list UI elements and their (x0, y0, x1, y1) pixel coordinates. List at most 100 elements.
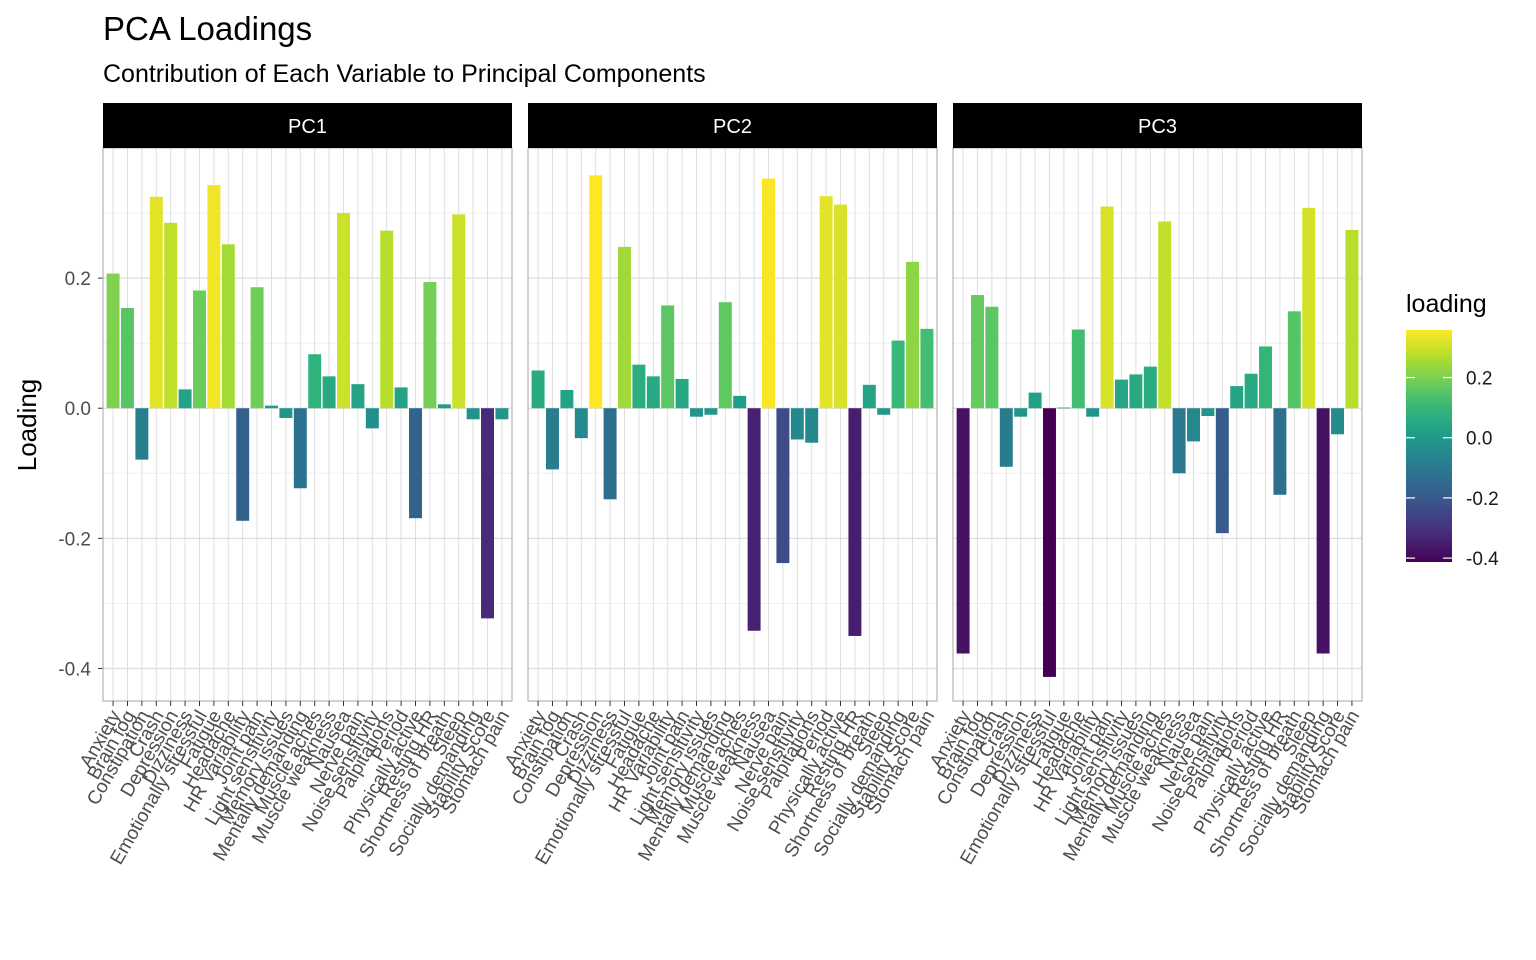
bar-pc2-18 (790, 408, 804, 440)
bar-pc2-22 (848, 408, 862, 636)
bar-pc1-18 (365, 408, 379, 429)
bar-pc3-24 (1302, 207, 1316, 409)
bar-pc3-10 (1100, 206, 1114, 409)
legend-tick-label: 0.0 (1466, 429, 1492, 450)
y-axis-tick-label: 0.0 (65, 399, 91, 420)
bar-pc2-9 (661, 305, 675, 409)
legend-colorbar (1406, 330, 1452, 562)
bar-pc1-22 (423, 282, 437, 409)
bar-pc3-6 (1043, 408, 1056, 677)
bar-pc3-3 (999, 408, 1013, 467)
bar-pc3-27 (1345, 229, 1359, 409)
legend: loading 0.2 0.0 -0.2 -0.4 (1406, 290, 1499, 570)
bar-pc1-26 (481, 408, 494, 619)
bar-pc2-1 (546, 408, 559, 470)
bar-pc3-17 (1201, 408, 1215, 417)
bar-pc2-14 (733, 395, 747, 409)
bar-pc2-27 (920, 328, 934, 409)
bar-pc2-19 (805, 408, 819, 443)
bar-pc3-8 (1071, 329, 1085, 409)
facet-strip-label: PC3 (1138, 116, 1177, 138)
bar-pc3-18 (1215, 408, 1229, 534)
bar-pc3-1 (971, 295, 984, 409)
bar-pc1-6 (193, 290, 206, 409)
bar-pc2-7 (632, 364, 646, 409)
bar-pc1-23 (437, 404, 451, 409)
bar-pc3-5 (1028, 392, 1042, 409)
facet-strip (103, 103, 512, 148)
bar-pc1-27 (495, 408, 509, 420)
bar-pc2-21 (834, 204, 847, 409)
bar-pc2-4 (589, 175, 603, 409)
bar-pc2-8 (646, 376, 660, 409)
bar-pc1-10 (250, 287, 264, 409)
bar-pc3-7 (1057, 407, 1071, 409)
bar-pc1-4 (164, 222, 178, 409)
bar-pc2-3 (574, 408, 588, 439)
bar-pc3-0 (956, 408, 970, 654)
bar-pc1-7 (207, 185, 221, 409)
bar-pc3-4 (1014, 408, 1028, 417)
bar-pc1-0 (106, 273, 120, 409)
bar-pc1-8 (221, 244, 235, 409)
bar-pc3-20 (1244, 373, 1258, 409)
bar-pc1-14 (308, 354, 322, 409)
bar-pc1-20 (394, 387, 408, 409)
bar-pc3-21 (1259, 346, 1272, 409)
bar-pc2-5 (603, 408, 617, 500)
bar-pc2-10 (675, 378, 689, 409)
bar-pc3-19 (1230, 386, 1244, 409)
bar-pc2-13 (718, 302, 732, 409)
bar-pc2-6 (618, 246, 631, 409)
bar-pc1-1 (121, 308, 134, 409)
facet-strip-label: PC1 (288, 116, 327, 138)
facet-strip (953, 103, 1362, 148)
panel-background (953, 148, 1362, 701)
bar-pc2-17 (776, 408, 790, 564)
bar-pc2-11 (690, 408, 703, 417)
bar-pc1-21 (409, 408, 422, 519)
bar-pc2-24 (877, 408, 891, 415)
legend-title: loading (1406, 290, 1487, 318)
legend-tick-label: -0.4 (1466, 549, 1499, 570)
bar-pc1-15 (322, 376, 336, 409)
bar-pc2-2 (560, 390, 574, 409)
bar-pc3-13 (1143, 366, 1157, 409)
y-axis-tick-label: -0.4 (58, 659, 91, 680)
bar-pc3-25 (1316, 408, 1330, 654)
bar-pc3-15 (1172, 408, 1186, 474)
bar-pc1-9 (236, 408, 250, 521)
facet-strip-label: PC2 (713, 116, 752, 138)
bar-pc1-25 (466, 408, 480, 420)
bar-pc2-12 (704, 408, 718, 415)
bar-pc2-16 (762, 178, 775, 409)
bar-pc2-25 (891, 340, 905, 409)
chart-subtitle: Contribution of Each Variable to Princip… (103, 60, 706, 88)
bar-pc1-5 (178, 389, 192, 409)
bar-pc3-11 (1115, 379, 1128, 409)
facet-strip (528, 103, 937, 148)
bar-pc1-19 (380, 230, 394, 409)
bar-pc2-15 (747, 408, 761, 631)
bar-pc3-12 (1129, 374, 1143, 409)
bar-pc1-13 (293, 408, 307, 489)
bar-pc1-11 (265, 405, 278, 409)
bar-pc3-9 (1086, 408, 1100, 417)
bar-pc3-2 (985, 306, 999, 409)
bar-pc1-12 (279, 408, 293, 418)
y-axis-tick-label: 0.2 (65, 269, 91, 290)
bar-pc3-26 (1331, 408, 1344, 435)
bar-pc1-3 (149, 196, 163, 409)
bar-pc1-2 (135, 408, 149, 460)
chart-title: PCA Loadings (103, 10, 312, 47)
legend-tick-label: 0.2 (1466, 369, 1492, 390)
bar-pc2-0 (531, 370, 545, 409)
y-axis-tick-label: -0.2 (58, 529, 91, 550)
bar-pc3-23 (1287, 311, 1301, 409)
